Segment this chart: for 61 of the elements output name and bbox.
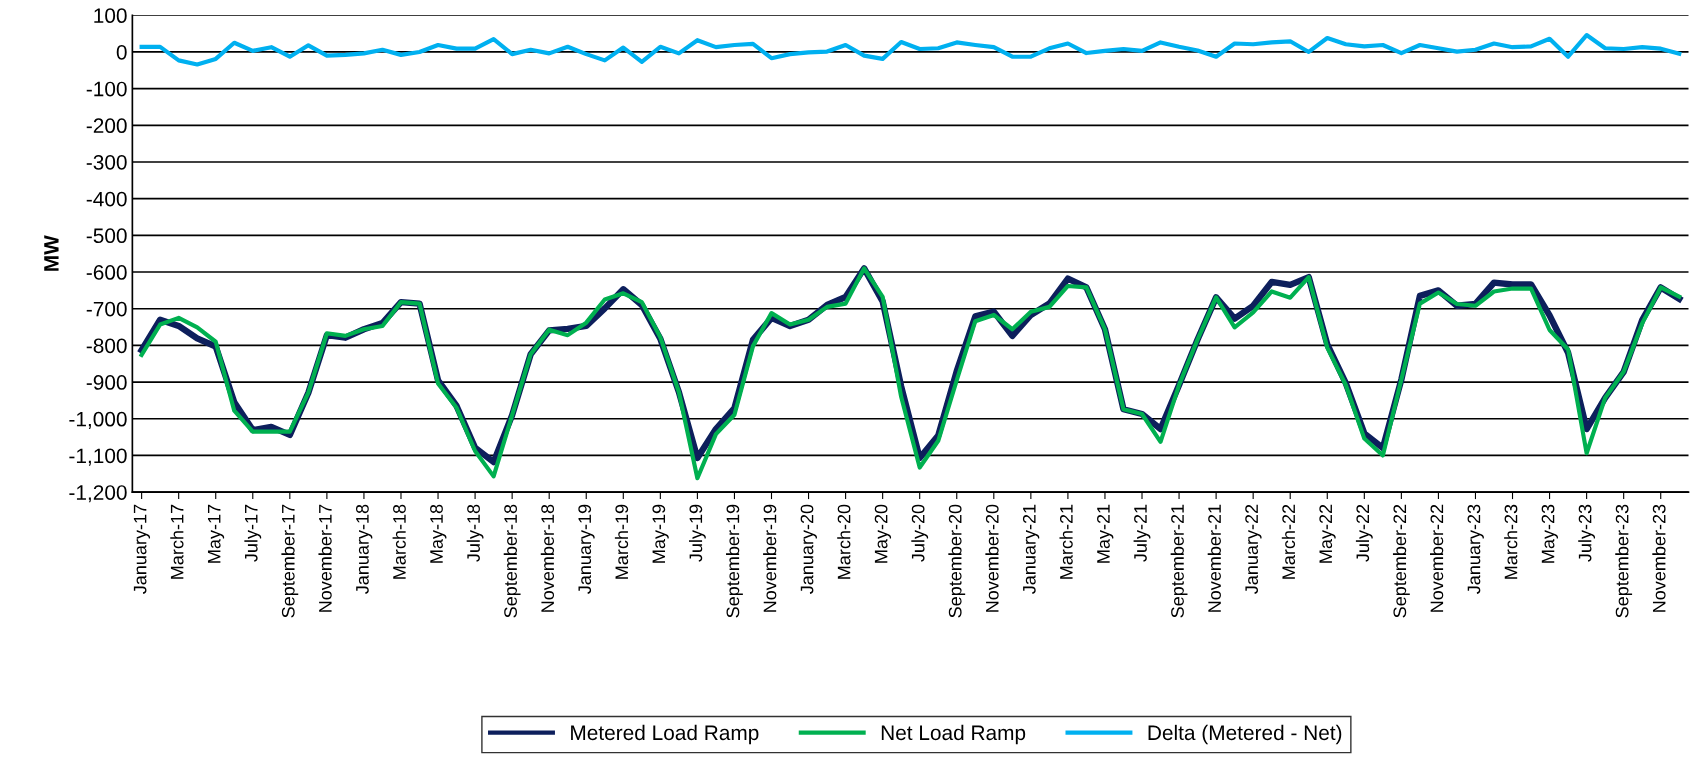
x-tick-label: November-21 [1207,504,1221,612]
y-tick-label: 100 [94,8,127,24]
x-tick-label: May-23 [1541,504,1558,563]
line-series [139,32,1682,67]
x-tick-label: January-23 [1467,504,1484,594]
y-tick-label: 0 [116,44,127,60]
x-tick-label: September-18 [503,504,521,618]
x-tick-label: November-17 [318,504,332,612]
x-tick-label: March-17 [170,504,184,579]
y-tick-label: -500 [86,228,127,244]
x-tick-label: September-21 [1170,504,1188,618]
x-tick-label: July-19 [688,504,706,562]
x-tick-label: November-19 [763,504,777,612]
y-tick-label: -1,200 [69,485,127,503]
x-tick-label: September-19 [726,504,743,618]
x-tick-label: May-20 [874,504,892,563]
y-axis-title: MW [44,235,59,271]
x-tick-label: January-20 [800,504,817,594]
y-tick-label: -1,100 [69,448,127,466]
x-tick-label: July-18 [466,504,484,562]
x-tick-label: March-23 [1504,504,1518,579]
x-tick-label: January-18 [356,504,373,594]
x-tick-label: July-21 [1133,504,1151,562]
x-tick-label: May-19 [652,504,669,563]
x-tick-label: March-20 [837,504,851,579]
x-tick-label: July-22 [1355,504,1373,562]
y-tick-label: -400 [86,191,127,207]
y-tick-label: -900 [86,375,127,390]
x-tick-label: November-20 [985,504,999,612]
x-tick-label: September-20 [948,504,966,618]
x-tick-label: January-17 [133,504,151,594]
x-tick-label: September-23 [1615,504,1633,618]
x-tick-label: November-22 [1430,504,1444,612]
y-tick-label: -100 [86,81,127,97]
x-tick-label: September-22 [1392,504,1410,618]
x-tick-label: September-17 [281,504,299,618]
x-tick-label: January-21 [1022,504,1040,594]
x-tick-label: March-22 [1281,504,1296,579]
y-tick-label: -600 [86,265,127,280]
x-tick-label: January-22 [1245,504,1262,594]
y-tick-label: -700 [86,301,127,317]
x-tick-label: January-19 [578,504,595,594]
y-tick-label: -300 [86,154,127,170]
legend-label: Net Load Ramp [881,724,1026,745]
x-tick-label: July-20 [911,504,929,562]
x-tick-label: May-21 [1097,504,1114,563]
x-tick-label: March-18 [392,504,406,579]
legend-label: Metered Load Ramp [571,724,759,745]
x-tick-label: May-22 [1319,504,1336,563]
x-tick-label: July-23 [1578,504,1596,562]
x-tick-label: March-21 [1059,504,1073,579]
y-tick-label: -800 [86,338,127,354]
y-tick-label: -200 [86,118,127,134]
x-tick-label: May-18 [430,504,447,563]
x-tick-label: November-18 [540,504,555,612]
x-tick-label: November-23 [1652,504,1666,612]
legend-label: Delta (Metered - Net) [1148,724,1342,745]
y-tick-label: -1,000 [69,411,127,429]
x-tick-label: March-19 [614,504,629,579]
x-tick-label: July-17 [244,504,262,562]
x-tick-label: May-17 [207,504,225,563]
